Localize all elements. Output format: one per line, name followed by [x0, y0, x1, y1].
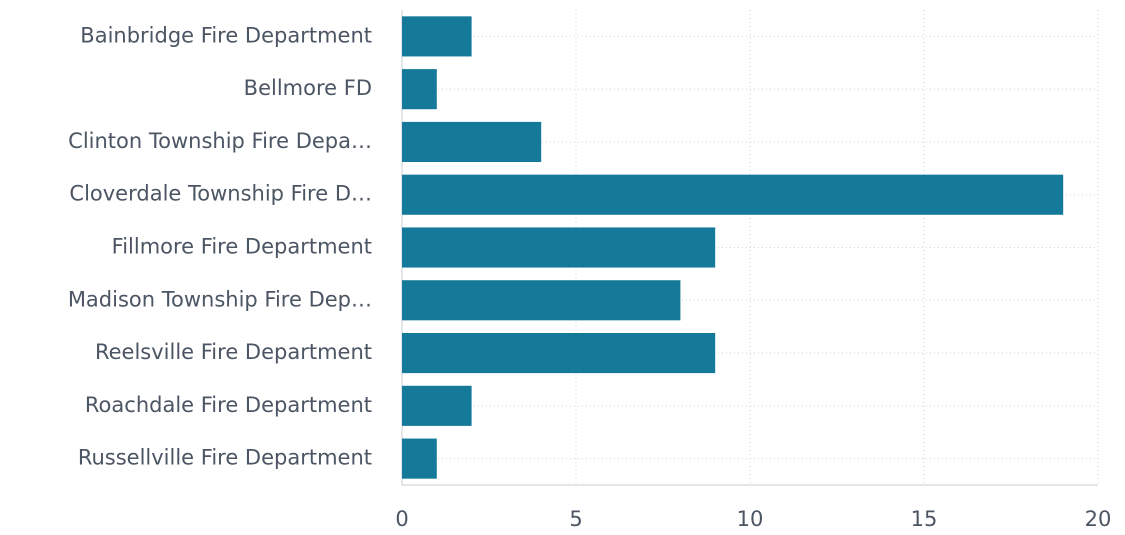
bar — [402, 16, 472, 57]
y-tick-label: Madison Township Fire Dep… — [68, 287, 372, 311]
bar — [402, 174, 1064, 215]
bar — [402, 227, 716, 268]
x-tick-label: 20 — [1085, 507, 1112, 531]
x-tick-label: 0 — [395, 507, 408, 531]
y-tick-label: Roachdale Fire Department — [85, 393, 372, 417]
y-tick-label: Russellville Fire Department — [78, 446, 372, 470]
bar — [402, 69, 437, 110]
y-tick-label: Clinton Township Fire Depa… — [68, 129, 372, 153]
y-tick-label: Fillmore Fire Department — [112, 235, 372, 259]
y-tick-label: Bellmore FD — [244, 76, 372, 100]
bar — [402, 438, 437, 479]
bar — [402, 280, 681, 321]
y-tick-label: Cloverdale Township Fire D… — [69, 182, 372, 206]
bar — [402, 121, 542, 162]
bar — [402, 333, 716, 374]
bar — [402, 385, 472, 426]
x-tick-label: 15 — [911, 507, 938, 531]
x-tick-label: 5 — [569, 507, 582, 531]
x-tick-label: 10 — [737, 507, 764, 531]
y-tick-label: Reelsville Fire Department — [95, 340, 372, 364]
y-tick-label: Bainbridge Fire Department — [80, 23, 372, 47]
